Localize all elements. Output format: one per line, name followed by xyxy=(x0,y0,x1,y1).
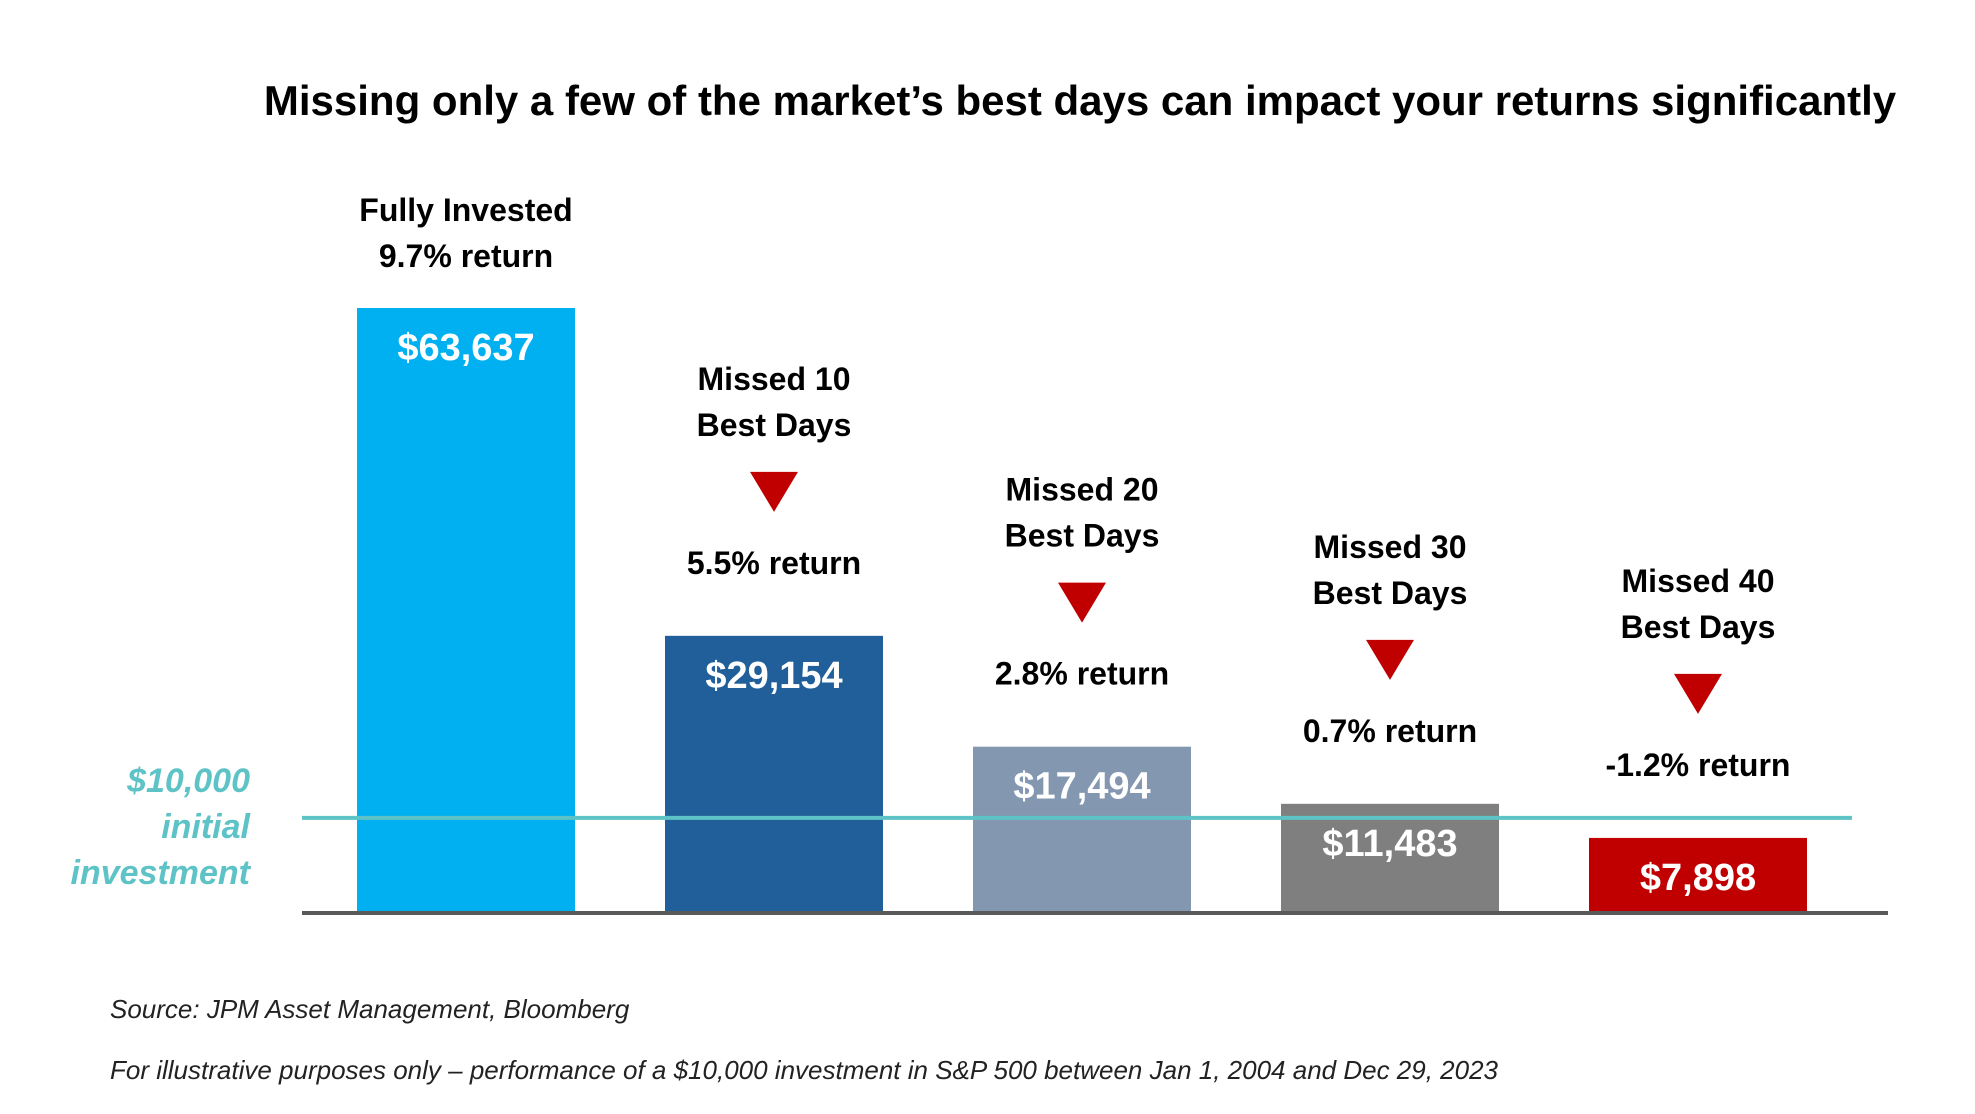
bar-category-label: Best Days xyxy=(697,407,852,443)
bar xyxy=(1281,803,1499,913)
bar-value-label: $17,494 xyxy=(1013,766,1150,808)
labels-layer: $63,637 Fully Invested 9.7% return $29,154 5… xyxy=(359,192,1790,899)
bar-category-label: Best Days xyxy=(1005,518,1160,554)
reference-line-label: $10,000 xyxy=(126,762,250,800)
bar-category-label: Missed 20 xyxy=(1006,472,1159,508)
bar-value-label: $63,637 xyxy=(397,327,534,369)
bar-category-label: Missed 40 xyxy=(1622,563,1775,599)
chart-title: Missing only a few of the market’s best … xyxy=(264,77,1897,124)
bar xyxy=(357,308,575,913)
return-label: 2.8% return xyxy=(995,656,1169,692)
down-arrow-icon xyxy=(750,471,798,512)
bar-value-label: $29,154 xyxy=(705,655,842,697)
down-arrow-icon xyxy=(1058,582,1106,623)
bar xyxy=(1589,837,1807,913)
bar-category-label: Missed 10 xyxy=(698,361,851,397)
return-label: -1.2% return xyxy=(1606,747,1791,783)
down-arrow-icon xyxy=(1366,639,1414,680)
bar-category-label: 9.7% return xyxy=(379,238,553,274)
bar-category-label: Fully Invested xyxy=(359,192,572,228)
disclaimer-note: For illustrative purposes only – perform… xyxy=(110,1055,1499,1085)
bar-category-label: Missed 30 xyxy=(1314,529,1467,565)
return-label: 0.7% return xyxy=(1303,713,1477,749)
bar-category-label: Best Days xyxy=(1621,609,1776,645)
bar-value-label: $7,898 xyxy=(1640,857,1756,899)
source-note: Source: JPM Asset Management, Bloomberg xyxy=(110,994,630,1024)
reference-line-label: initial xyxy=(161,808,251,846)
bars-layer xyxy=(357,308,1807,913)
down-arrow-icon xyxy=(1674,673,1722,714)
bar-category-label: Best Days xyxy=(1313,575,1468,611)
bar xyxy=(665,635,883,913)
return-label: 5.5% return xyxy=(687,545,861,581)
reference-line-label: investment xyxy=(71,854,252,892)
reference-layer: $10,000 initial investment xyxy=(71,762,1852,892)
bar-value-label: $11,483 xyxy=(1322,823,1457,865)
bar xyxy=(973,746,1191,913)
